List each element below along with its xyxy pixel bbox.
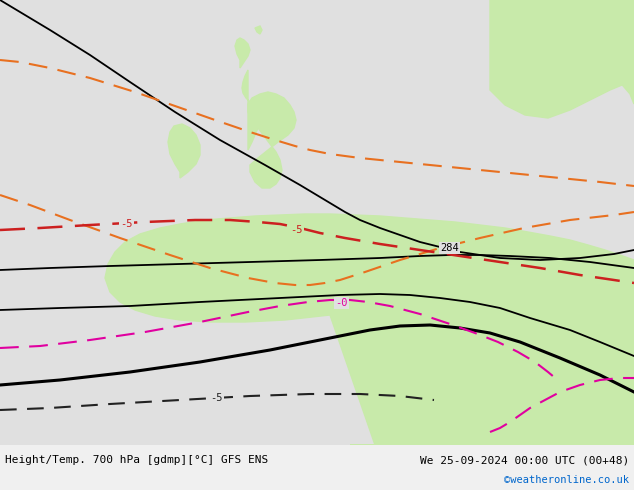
Polygon shape bbox=[235, 38, 250, 68]
Text: ©weatheronline.co.uk: ©weatheronline.co.uk bbox=[504, 475, 629, 485]
Text: -5: -5 bbox=[290, 225, 302, 235]
Polygon shape bbox=[255, 26, 262, 34]
Polygon shape bbox=[490, 0, 634, 118]
Text: We 25-09-2024 00:00 UTC (00+48): We 25-09-2024 00:00 UTC (00+48) bbox=[420, 455, 629, 465]
Polygon shape bbox=[242, 70, 260, 150]
Text: -5: -5 bbox=[120, 219, 133, 229]
Polygon shape bbox=[248, 92, 296, 188]
Text: -5: -5 bbox=[210, 393, 223, 403]
Polygon shape bbox=[105, 214, 634, 445]
Text: 284: 284 bbox=[440, 243, 459, 253]
Polygon shape bbox=[490, 0, 634, 104]
Text: Height/Temp. 700 hPa [gdmp][°C] GFS ENS: Height/Temp. 700 hPa [gdmp][°C] GFS ENS bbox=[5, 455, 268, 465]
Polygon shape bbox=[168, 124, 200, 178]
Text: -0: -0 bbox=[335, 298, 347, 308]
Polygon shape bbox=[0, 0, 634, 445]
